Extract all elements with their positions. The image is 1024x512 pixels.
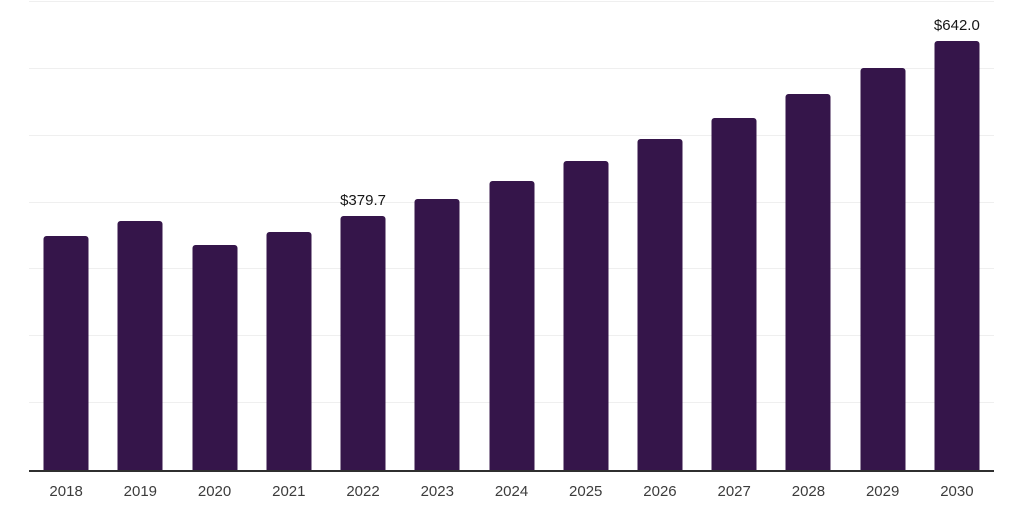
x-tick-2027: 2027	[717, 483, 751, 500]
x-tick-2021: 2021	[272, 483, 306, 500]
bar-2019	[117, 221, 163, 470]
plot-area: $379.7 $642.0	[29, 1, 994, 472]
bar-2028	[785, 94, 831, 470]
x-tick-2030: 2030	[940, 483, 974, 500]
bar-value-label-2022: $379.7	[340, 192, 386, 210]
x-axis-line	[29, 470, 994, 472]
bar-value-label-2030: $642.0	[933, 16, 980, 34]
bar-2023	[414, 199, 460, 470]
x-tick-2022: 2022	[346, 483, 380, 500]
gridline	[29, 1, 994, 2]
bar-2024	[489, 180, 534, 470]
bar-2027	[711, 118, 757, 470]
bar-2021	[266, 231, 312, 470]
x-tick-2019: 2019	[123, 483, 158, 500]
bar-2020	[192, 244, 238, 470]
x-tick-2029: 2029	[865, 483, 900, 500]
gridline	[29, 67, 994, 69]
x-tick-2028: 2028	[791, 483, 826, 500]
bar-2018	[43, 236, 89, 470]
x-tick-2018: 2018	[49, 483, 83, 500]
x-tick-2020: 2020	[197, 483, 232, 500]
x-tick-2026: 2026	[643, 483, 677, 500]
x-tick-2025: 2025	[569, 483, 603, 500]
bar-2022	[340, 216, 386, 470]
x-axis-labels: 2018 2019 2020 2021 2022 2023 2024 2025 2026 2027…	[29, 484, 994, 504]
bar-2030	[934, 40, 980, 470]
bar-2026	[637, 138, 683, 470]
bar-2029	[860, 68, 906, 470]
x-tick-2023: 2023	[420, 483, 454, 500]
x-tick-2024: 2024	[494, 483, 529, 500]
bar-2025	[563, 160, 609, 470]
gridline	[29, 134, 994, 136]
